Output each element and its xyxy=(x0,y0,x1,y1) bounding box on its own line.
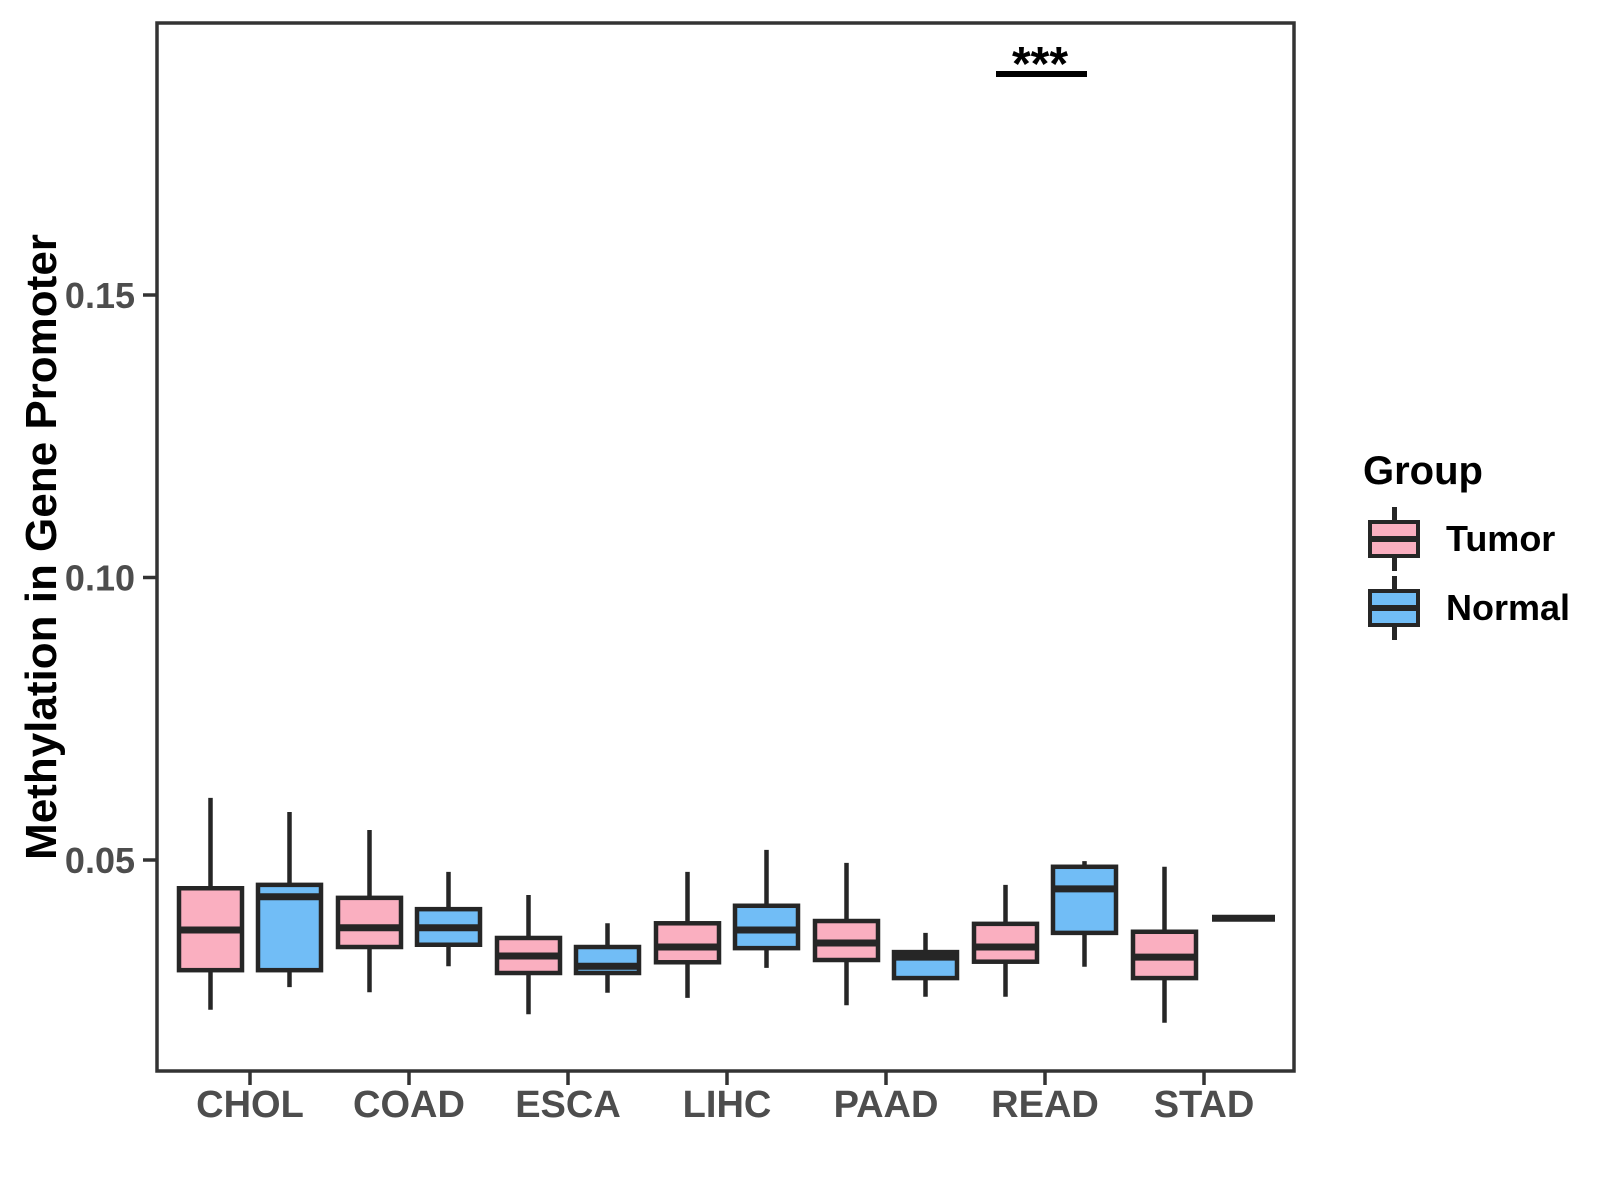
x-tick-label-chol: CHOL xyxy=(196,1084,304,1126)
legend-item-tumor: Tumor xyxy=(1363,504,1570,573)
box-lihc-normal xyxy=(732,849,801,968)
legend-item-normal: Normal xyxy=(1363,573,1570,642)
iqr-box xyxy=(971,921,1040,964)
box-lihc-tumor xyxy=(653,871,722,998)
box-esca-tumor xyxy=(494,895,563,1015)
legend-title: Group xyxy=(1363,449,1483,493)
x-tick-label-stad: STAD xyxy=(1154,1084,1255,1126)
significance-stars: *** xyxy=(1012,38,1068,91)
x-tick-label-esca: ESCA xyxy=(515,1084,621,1126)
legend-items: Tumor Normal xyxy=(1363,504,1570,642)
box-stad-tumor xyxy=(1130,866,1199,1023)
y-tick-label: 0.05 xyxy=(65,840,135,881)
x-tick-label-read: READ xyxy=(991,1084,1099,1126)
box-read-tumor xyxy=(971,884,1040,997)
y-tick-label: 0.15 xyxy=(65,275,135,316)
box-paad-normal xyxy=(891,932,960,997)
legend: Group Tumor Normal xyxy=(1363,450,1570,642)
box-esca-normal xyxy=(573,923,642,993)
x-tick-label-lihc: LIHC xyxy=(683,1084,772,1126)
iqr-box xyxy=(653,921,722,965)
box-read-normal xyxy=(1050,861,1119,967)
y-tick-label: 0.10 xyxy=(65,558,135,599)
legend-label-normal: Normal xyxy=(1446,586,1571,628)
key-median xyxy=(1368,604,1420,611)
box-paad-tumor xyxy=(812,862,881,1006)
legend-label-tumor: Tumor xyxy=(1446,517,1556,559)
box-chol-normal xyxy=(255,811,324,988)
panel-border xyxy=(155,21,1296,1073)
box-chol-tumor xyxy=(176,797,245,1010)
box-coad-tumor xyxy=(335,830,404,993)
key-median xyxy=(1368,535,1420,542)
boxplot-key-icon xyxy=(1368,575,1420,640)
x-tick-label-coad: COAD xyxy=(353,1084,465,1126)
boxplot-key-icon xyxy=(1368,506,1420,571)
x-tick-label-paad: PAAD xyxy=(834,1084,939,1126)
box-coad-normal xyxy=(414,871,483,967)
iqr-box xyxy=(1050,864,1119,936)
iqr-box xyxy=(335,895,404,950)
significance-bar xyxy=(996,71,1087,77)
